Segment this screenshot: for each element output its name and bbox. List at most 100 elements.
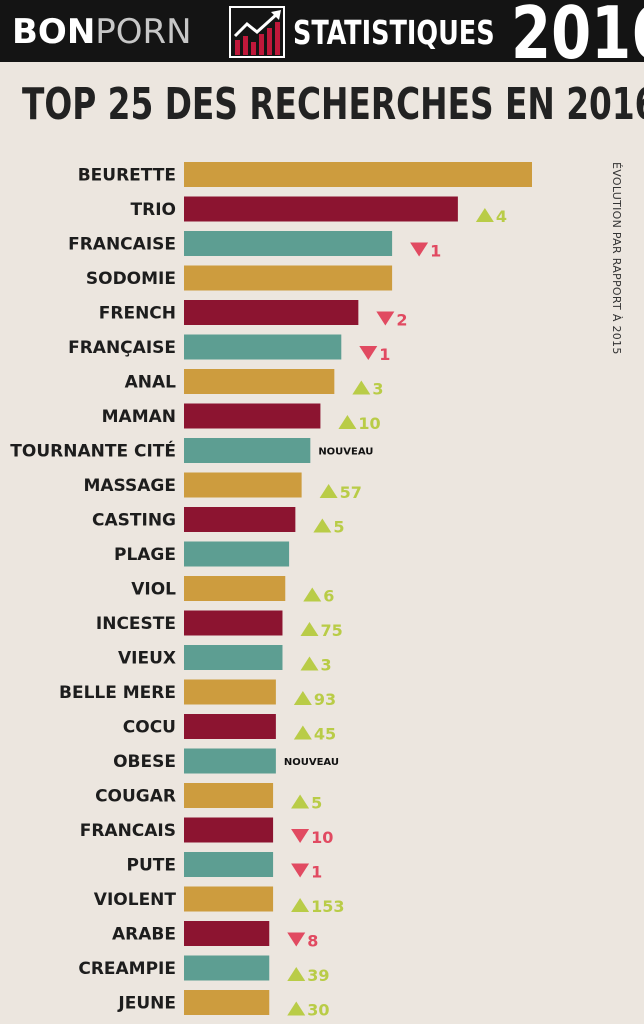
bar bbox=[184, 955, 270, 981]
evolution-value: 5 bbox=[311, 794, 322, 813]
bar bbox=[184, 576, 286, 601]
category-label: VIOL bbox=[131, 580, 176, 600]
triangle-up-icon bbox=[352, 380, 371, 395]
evolution-value: 4 bbox=[496, 207, 507, 226]
bar bbox=[184, 196, 458, 222]
triangle-up-icon bbox=[293, 725, 312, 740]
category-label: CREAMPIE bbox=[78, 959, 176, 979]
triangle-up-icon bbox=[319, 484, 338, 498]
bar bbox=[184, 610, 283, 636]
bar bbox=[184, 231, 393, 256]
evolution-value: 1 bbox=[311, 863, 322, 882]
category-label: FRANCAIS bbox=[80, 821, 176, 841]
triangle-down-icon bbox=[376, 311, 395, 326]
bar bbox=[184, 162, 532, 187]
category-label: TOURNANTE CITÉ bbox=[10, 440, 176, 462]
triangle-up-icon bbox=[291, 898, 310, 912]
evolution-value: 75 bbox=[320, 621, 342, 640]
triangle-up-icon bbox=[300, 656, 319, 671]
bar bbox=[184, 748, 276, 774]
triangle-down-icon bbox=[291, 863, 310, 878]
bar bbox=[184, 369, 335, 394]
category-label: VIEUX bbox=[118, 649, 176, 669]
bar bbox=[184, 300, 359, 325]
category-label: OBESE bbox=[113, 752, 176, 772]
triangle-down-icon bbox=[287, 932, 306, 947]
category-label: COCU bbox=[123, 718, 176, 738]
triangle-down-icon bbox=[359, 346, 378, 360]
bar bbox=[184, 714, 276, 739]
category-label: MAMAN bbox=[102, 407, 176, 427]
category-label: JEUNE bbox=[117, 994, 176, 1014]
header-banner: BONPORN STATISTIQUES 2016 bbox=[0, 0, 644, 62]
stats-chart-icon bbox=[229, 6, 285, 58]
evolution-value: 93 bbox=[314, 690, 336, 709]
bar bbox=[184, 403, 321, 429]
triangle-up-icon bbox=[338, 415, 357, 429]
evolution-value: 8 bbox=[307, 932, 318, 951]
bar bbox=[184, 990, 270, 1015]
category-label: ARABE bbox=[112, 925, 176, 945]
category-label: CASTING bbox=[92, 511, 176, 531]
evolution-value: 153 bbox=[311, 897, 344, 916]
category-label: TRIO bbox=[131, 200, 176, 220]
bar bbox=[184, 334, 342, 360]
bar bbox=[184, 852, 274, 877]
category-label: FRENCH bbox=[99, 304, 176, 324]
bar bbox=[184, 645, 283, 670]
triangle-up-icon bbox=[303, 587, 322, 602]
bar bbox=[184, 886, 274, 912]
triangle-up-icon bbox=[300, 622, 319, 636]
category-label: FRANCAISE bbox=[68, 235, 176, 255]
bar bbox=[184, 817, 274, 843]
category-label: BELLE MERE bbox=[59, 683, 176, 703]
bar bbox=[184, 472, 302, 498]
evolution-value: 30 bbox=[307, 1001, 329, 1020]
bar bbox=[184, 921, 270, 946]
bar bbox=[184, 438, 311, 463]
brand-logo: BONPORN bbox=[12, 12, 192, 52]
triangle-up-icon bbox=[293, 691, 312, 705]
category-label: INCESTE bbox=[96, 614, 176, 634]
header-section-title: STATISTIQUES bbox=[293, 13, 495, 52]
evolution-value: 2 bbox=[396, 311, 407, 330]
triangle-up-icon bbox=[291, 794, 310, 809]
evolution-note: ÉVOLUTION PAR RAPPORT À 2015 bbox=[610, 162, 623, 355]
brand-part-1: BON bbox=[12, 12, 96, 52]
bar bbox=[184, 783, 274, 808]
evolution-value: 3 bbox=[320, 656, 331, 675]
category-label: MASSAGE bbox=[83, 476, 176, 496]
evolution-value: 45 bbox=[314, 725, 336, 744]
category-label: VIOLENT bbox=[94, 890, 177, 910]
category-label: PLAGE bbox=[114, 545, 176, 565]
bar bbox=[184, 679, 276, 705]
new-badge: NOUVEAU bbox=[318, 447, 373, 458]
bar bbox=[184, 265, 393, 291]
triangle-up-icon bbox=[313, 518, 332, 533]
evolution-value: 3 bbox=[372, 380, 383, 399]
evolution-value: 1 bbox=[379, 345, 390, 364]
evolution-value: 10 bbox=[311, 828, 333, 847]
evolution-value: 6 bbox=[323, 587, 334, 606]
evolution-value: 5 bbox=[333, 518, 344, 537]
page-title: TOP 25 DES RECHERCHES EN 2016 bbox=[22, 79, 644, 130]
category-label: COUGAR bbox=[95, 787, 176, 807]
category-label: BEURETTE bbox=[78, 166, 176, 186]
triangle-up-icon bbox=[287, 1001, 306, 1016]
evolution-value: 10 bbox=[358, 414, 380, 433]
category-label: FRANÇAISE bbox=[68, 338, 176, 358]
brand-part-2: PORN bbox=[95, 12, 192, 52]
new-badge: NOUVEAU bbox=[284, 757, 339, 768]
triangle-down-icon bbox=[291, 829, 310, 843]
triangle-down-icon bbox=[410, 242, 429, 257]
triangle-up-icon bbox=[287, 967, 306, 981]
category-label: SODOMIE bbox=[86, 269, 176, 289]
category-label: PUTE bbox=[127, 856, 176, 876]
bar bbox=[184, 507, 296, 532]
bar bbox=[184, 541, 290, 567]
evolution-value: 1 bbox=[430, 242, 441, 261]
category-label: ANAL bbox=[125, 373, 177, 393]
triangle-up-icon bbox=[475, 208, 494, 222]
evolution-value: 57 bbox=[340, 483, 362, 502]
